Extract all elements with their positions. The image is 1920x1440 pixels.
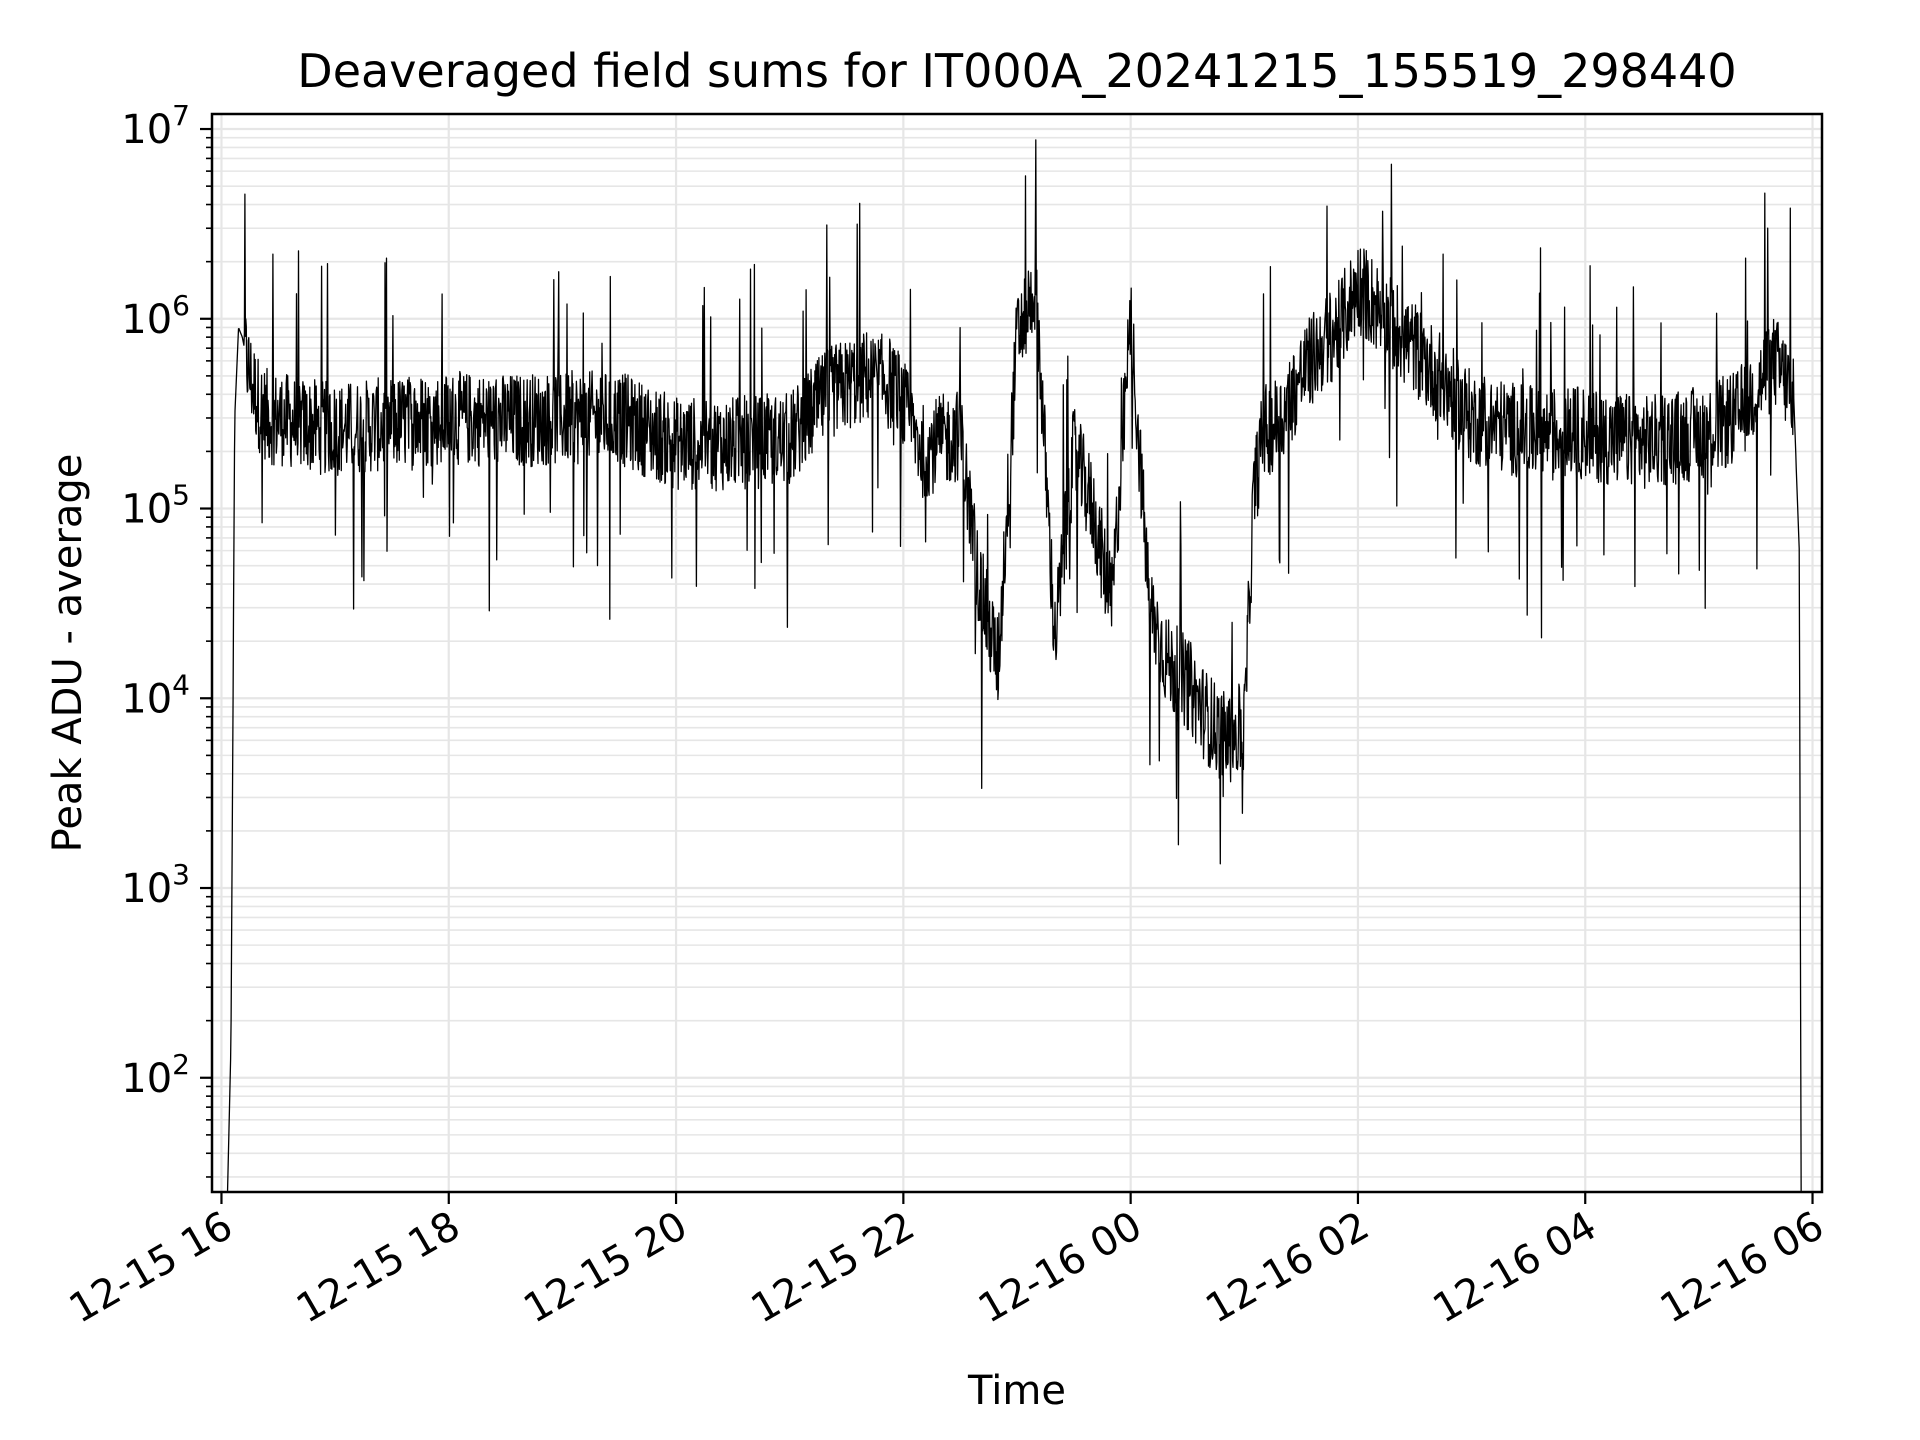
y-tick-label: 104 (121, 668, 190, 722)
plot-area (226, 139, 1802, 1192)
y-tick-label: 103 (121, 858, 190, 912)
y-axis: 102 103 104 105 106 107 (121, 99, 212, 1178)
y-tick-label: 106 (121, 289, 190, 343)
y-axis-label: Peak ADU - average (45, 454, 91, 853)
series-line (226, 139, 1802, 1192)
x-axis-label: Time (967, 1368, 1066, 1414)
y-tick-label: 107 (121, 99, 190, 153)
y-tick-label: 102 (121, 1048, 190, 1102)
chart-title: Deaveraged field sums for IT000A_2024121… (297, 44, 1736, 98)
y-tick-label: 105 (121, 479, 190, 533)
plot-frame (210, 112, 1824, 1194)
